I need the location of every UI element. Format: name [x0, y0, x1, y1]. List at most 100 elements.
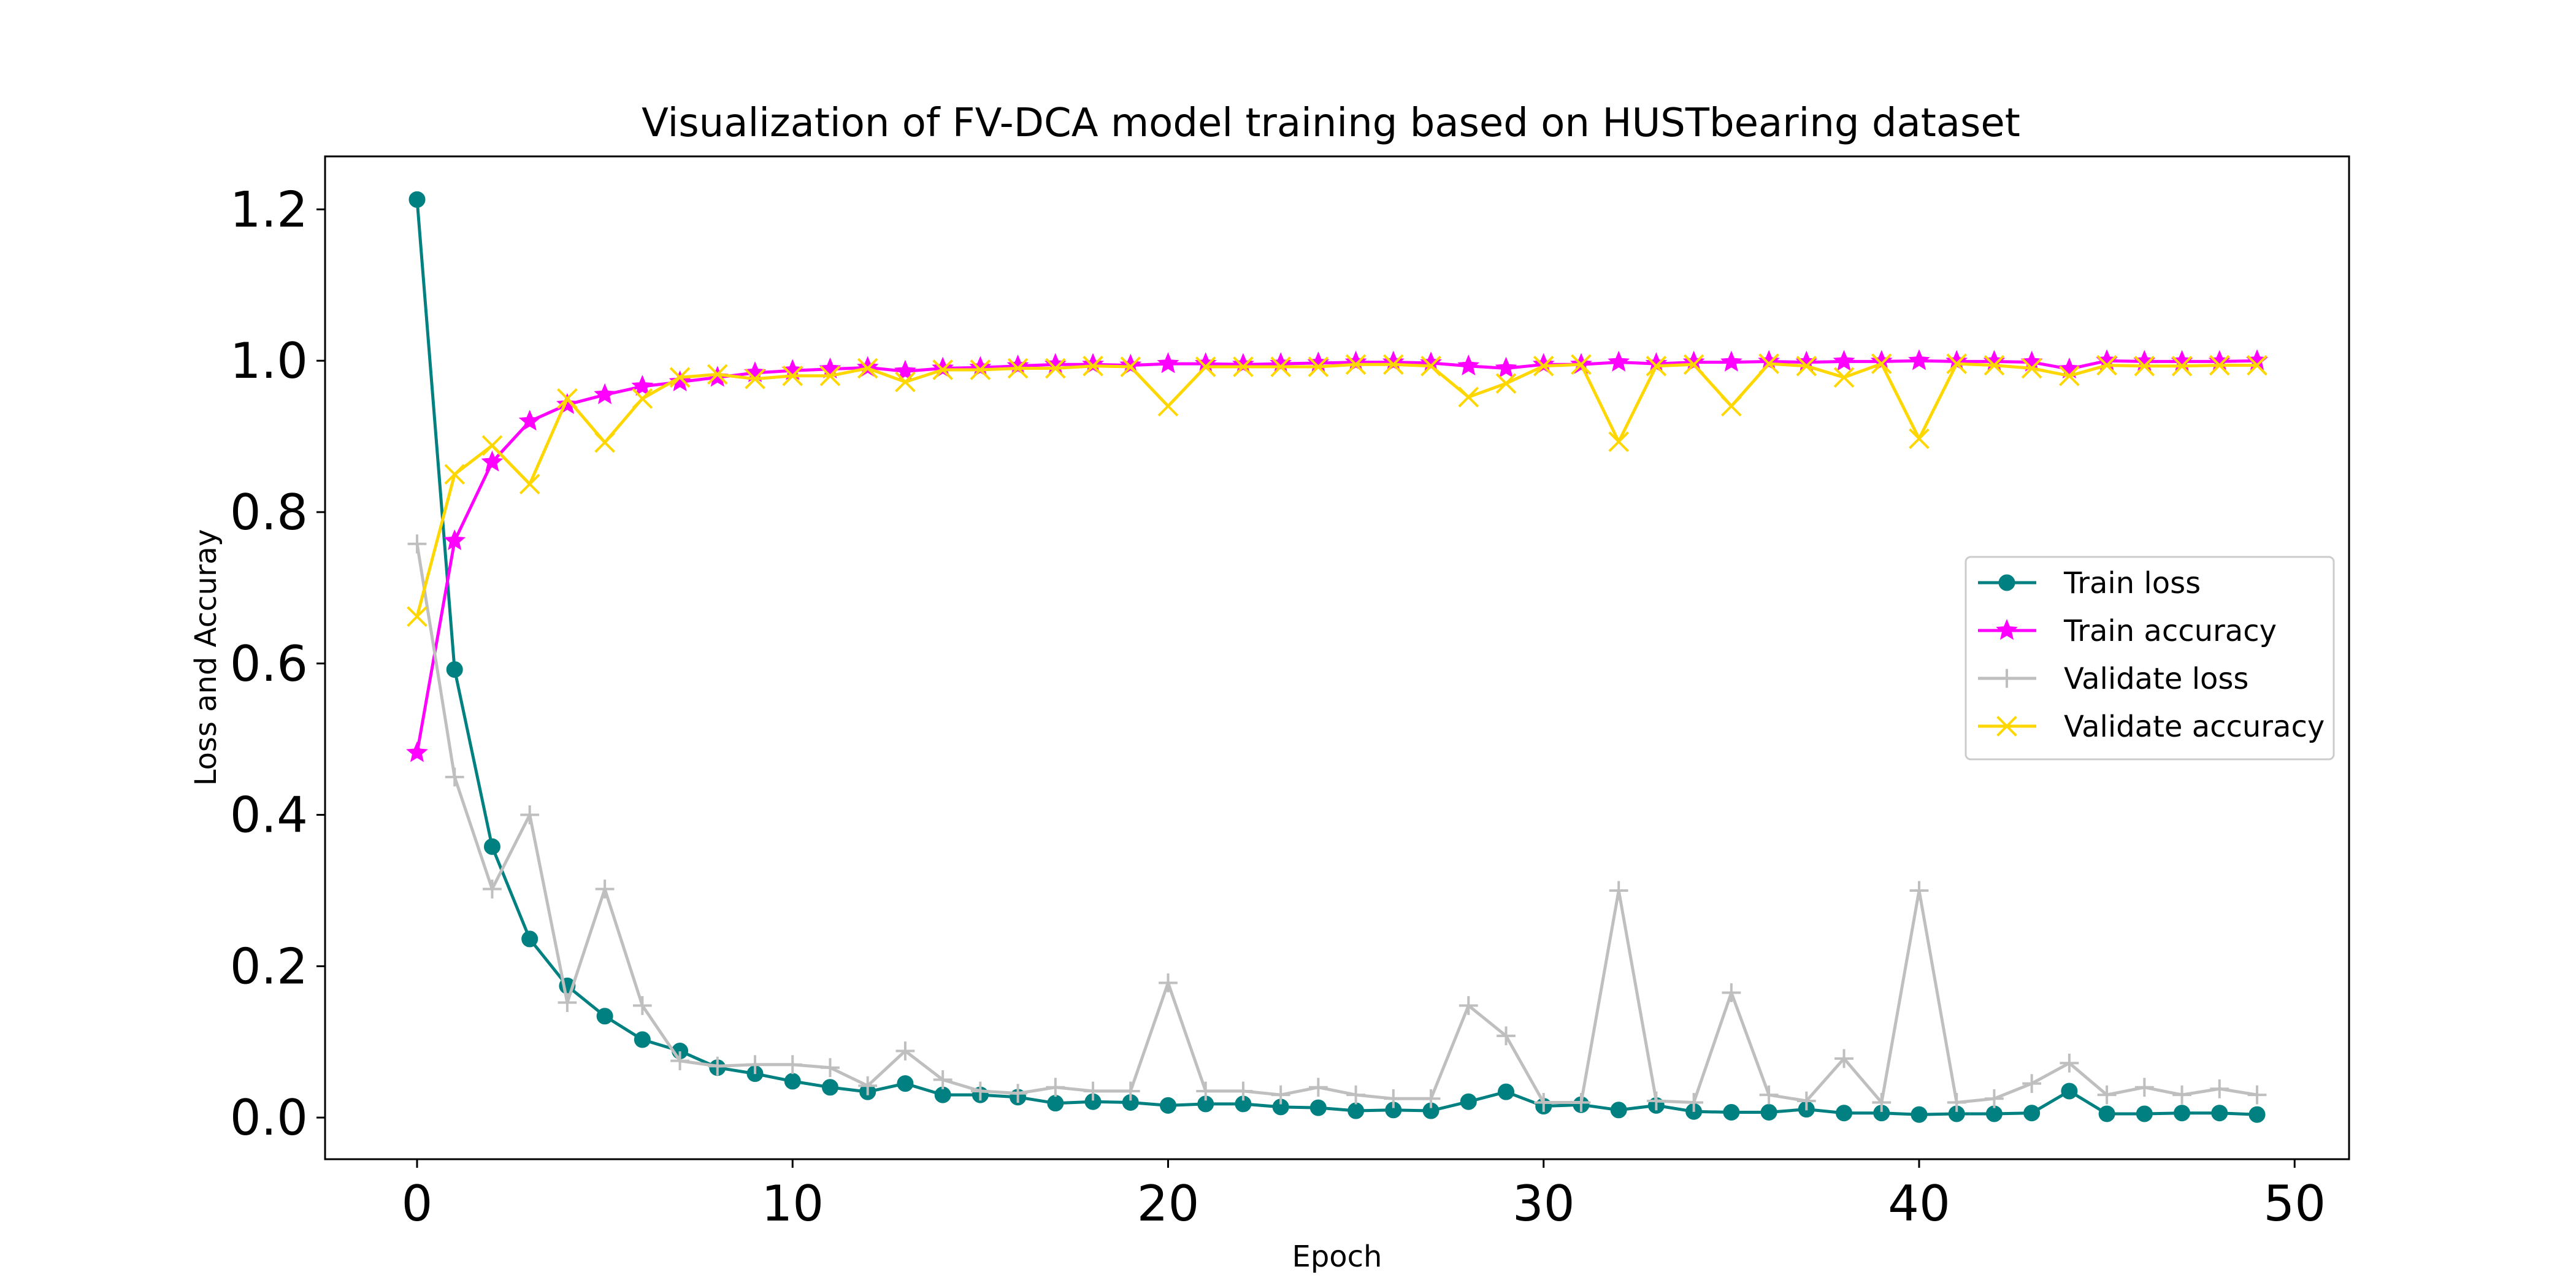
data-point: [1647, 1091, 1666, 1111]
data-point: [2209, 355, 2230, 376]
x-tick-label: 50: [2263, 1175, 2326, 1232]
data-point: [897, 1075, 914, 1092]
data-point: [595, 880, 615, 899]
data-point: [895, 371, 916, 393]
data-point: [2174, 1105, 2191, 1122]
data-point: [708, 1056, 727, 1076]
data-point: [1608, 350, 1630, 372]
x-tick-label: 40: [1888, 1175, 1950, 1232]
data-point: [1119, 353, 1142, 375]
data-point: [857, 358, 878, 379]
data-point: [1758, 353, 1779, 374]
y-axis: 0.0 0.2 0.4 0.6 0.8 1.0 1.2: [230, 181, 325, 1146]
data-point: [1909, 428, 1930, 450]
series-line: [415, 362, 2257, 617]
data-point: [1458, 386, 1479, 408]
data-point: [1083, 355, 1103, 377]
y-tick-label: 1.2: [230, 181, 308, 238]
data-point: [1007, 358, 1029, 379]
data-point: [1308, 356, 1329, 377]
data-point: [821, 1079, 838, 1096]
data-point: [783, 1055, 802, 1075]
data-point: [2098, 1105, 2115, 1122]
data-point: [1159, 1097, 1176, 1114]
series-3: [407, 353, 2267, 627]
series-layer: [406, 191, 2268, 1123]
data-point: [970, 1081, 990, 1101]
data-point: [1157, 352, 1179, 374]
data-point: [1833, 367, 1855, 388]
data-point: [745, 368, 765, 389]
data-point: [669, 370, 691, 391]
data-point: [1460, 1093, 1477, 1110]
data-point: [2134, 355, 2155, 377]
data-point: [819, 357, 841, 378]
data-point: [1157, 396, 1179, 417]
legend-marker: [1996, 716, 2017, 737]
legend-marker: [1998, 574, 2015, 591]
data-point: [2211, 1105, 2228, 1122]
data-point: [594, 383, 616, 404]
data-point: [1346, 1085, 1366, 1105]
data-point: [1834, 1049, 1853, 1068]
data-point: [1046, 1078, 1065, 1097]
data-point: [1459, 996, 1478, 1015]
data-point: [1871, 353, 1892, 374]
x-axis-label: Epoch: [1292, 1240, 1382, 1274]
data-point: [631, 375, 654, 396]
y-axis-label: Loss and Accuray: [189, 529, 223, 786]
data-point: [481, 435, 503, 456]
legend-marker: [1997, 669, 2017, 688]
data-point: [1909, 881, 1929, 900]
y-tick-label: 0.2: [230, 938, 308, 995]
data-point: [1420, 355, 1441, 377]
data-point: [1609, 881, 1628, 900]
data-point: [518, 410, 541, 431]
data-point: [2097, 1085, 2117, 1105]
data-point: [1083, 1081, 1103, 1101]
data-point: [2023, 1105, 2041, 1122]
data-point: [1646, 355, 1667, 377]
data-point: [1610, 1102, 1627, 1119]
data-point: [1759, 1085, 1779, 1105]
data-point: [745, 1055, 765, 1075]
data-point: [2172, 1085, 2191, 1105]
series-0: [408, 191, 2266, 1123]
data-point: [2060, 1053, 2079, 1073]
data-point: [1722, 983, 1741, 1002]
data-point: [1872, 1093, 1892, 1112]
data-point: [1723, 1103, 1740, 1121]
data-point: [2247, 355, 2267, 376]
data-point: [483, 838, 500, 855]
data-point: [1495, 373, 1517, 394]
data-point: [707, 364, 728, 385]
data-point: [934, 1086, 951, 1103]
data-point: [408, 191, 426, 208]
data-point: [520, 805, 540, 824]
data-point: [1233, 1081, 1253, 1101]
legend-label: Train accuracy: [2063, 614, 2277, 648]
chart-title: Visualization of FV-DCA model training b…: [642, 101, 2020, 146]
x-axis: 0 10 20 30 40 50: [402, 1159, 2326, 1232]
data-point: [1985, 1105, 2003, 1122]
legend-label: Validate accuracy: [2064, 710, 2325, 744]
data-point: [1833, 350, 1855, 371]
data-point: [1309, 1099, 1327, 1116]
data-point: [407, 606, 427, 627]
data-point: [1497, 1026, 1516, 1046]
data-point: [1498, 1083, 1515, 1100]
series-2: [407, 534, 2267, 1112]
data-point: [2136, 1105, 2153, 1122]
data-point: [1345, 354, 1367, 375]
data-point: [2059, 366, 2080, 386]
y-tick-label: 0.6: [230, 635, 308, 692]
data-point: [444, 464, 466, 485]
data-point: [1571, 1093, 1591, 1112]
legend: Train loss Train accuracy Validate loss Val…: [1965, 556, 2335, 761]
data-point: [1534, 1093, 1554, 1112]
data-point: [1796, 1091, 1816, 1111]
data-point: [1608, 431, 1629, 453]
data-point: [1533, 355, 1554, 377]
data-point: [1683, 354, 1704, 375]
